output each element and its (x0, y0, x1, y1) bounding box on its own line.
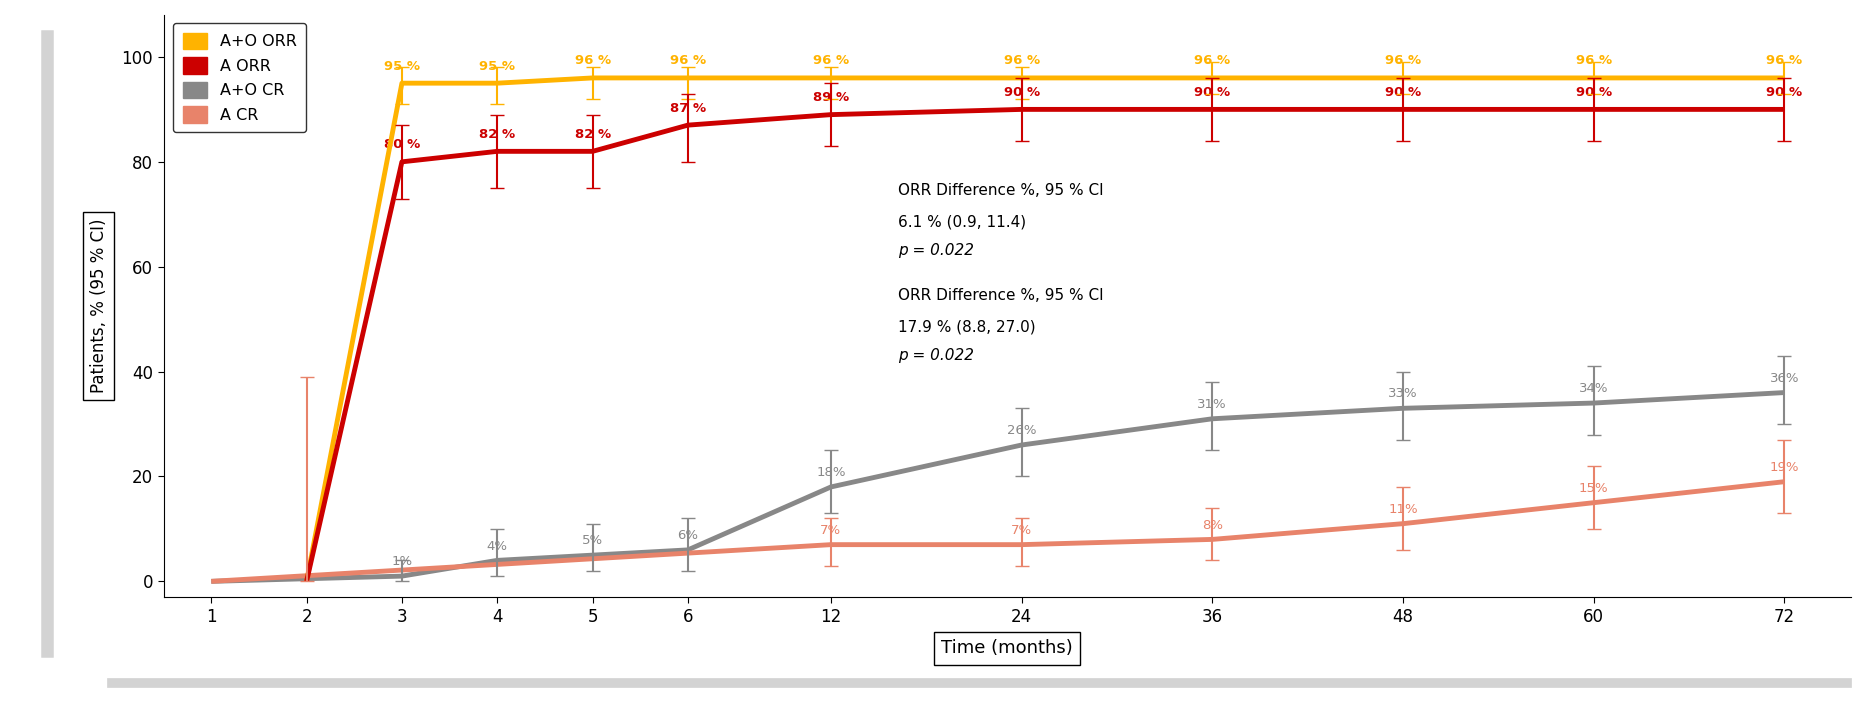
Text: 96 %: 96 % (1194, 54, 1230, 67)
Legend: A+O ORR, A ORR, A+O CR, A CR: A+O ORR, A ORR, A+O CR, A CR (174, 23, 306, 132)
Text: 18%: 18% (815, 466, 845, 479)
Text: ORR Difference %, 95 % CI: ORR Difference %, 95 % CI (898, 288, 1103, 303)
Text: 31%: 31% (1198, 398, 1228, 411)
Text: 90 %: 90 % (1194, 86, 1230, 99)
Y-axis label: Patients, % (95 % CI): Patients, % (95 % CI) (90, 219, 108, 393)
Text: 90 %: 90 % (1575, 86, 1612, 99)
Text: 80 %: 80 % (384, 138, 420, 151)
Text: 6%: 6% (677, 529, 698, 542)
Text: 6.1 % (0.9, 11.4): 6.1 % (0.9, 11.4) (898, 214, 1026, 229)
Text: 17.9 % (8.8, 27.0): 17.9 % (8.8, 27.0) (898, 319, 1036, 334)
Text: 96 %: 96 % (814, 54, 849, 67)
Text: 4%: 4% (487, 539, 508, 552)
Text: 82 %: 82 % (480, 128, 515, 141)
Text: 15%: 15% (1579, 482, 1608, 495)
Text: 96 %: 96 % (1575, 54, 1612, 67)
Text: 7%: 7% (1011, 523, 1032, 536)
Text: 89 %: 89 % (814, 91, 849, 104)
Text: 26%: 26% (1008, 424, 1036, 437)
Text: 19%: 19% (1769, 461, 1799, 474)
Text: 1%: 1% (392, 555, 412, 568)
Text: ORR Difference %, 95 % CI: ORR Difference %, 95 % CI (898, 183, 1103, 198)
Text: 87 %: 87 % (670, 102, 705, 115)
Text: 33%: 33% (1388, 388, 1418, 401)
Text: p = 0.022: p = 0.022 (898, 243, 974, 258)
Text: 96 %: 96 % (575, 54, 610, 67)
Text: 5%: 5% (582, 534, 603, 547)
Text: 96 %: 96 % (1767, 54, 1803, 67)
Text: p = 0.022: p = 0.022 (898, 348, 974, 363)
Text: 82 %: 82 % (575, 128, 610, 141)
Text: 8%: 8% (1202, 518, 1222, 531)
Text: 36%: 36% (1769, 372, 1799, 385)
X-axis label: Time (months): Time (months) (942, 639, 1073, 657)
Text: 95 %: 95 % (384, 60, 420, 73)
Text: 11%: 11% (1388, 502, 1418, 515)
Text: 96 %: 96 % (1004, 54, 1039, 67)
Text: 90 %: 90 % (1004, 86, 1039, 99)
Text: 90 %: 90 % (1767, 86, 1803, 99)
Text: 96 %: 96 % (670, 54, 705, 67)
Text: 7%: 7% (821, 523, 842, 536)
Text: 96 %: 96 % (1385, 54, 1422, 67)
Text: 34%: 34% (1579, 382, 1608, 395)
Text: 95 %: 95 % (480, 60, 515, 73)
Text: 90 %: 90 % (1385, 86, 1422, 99)
